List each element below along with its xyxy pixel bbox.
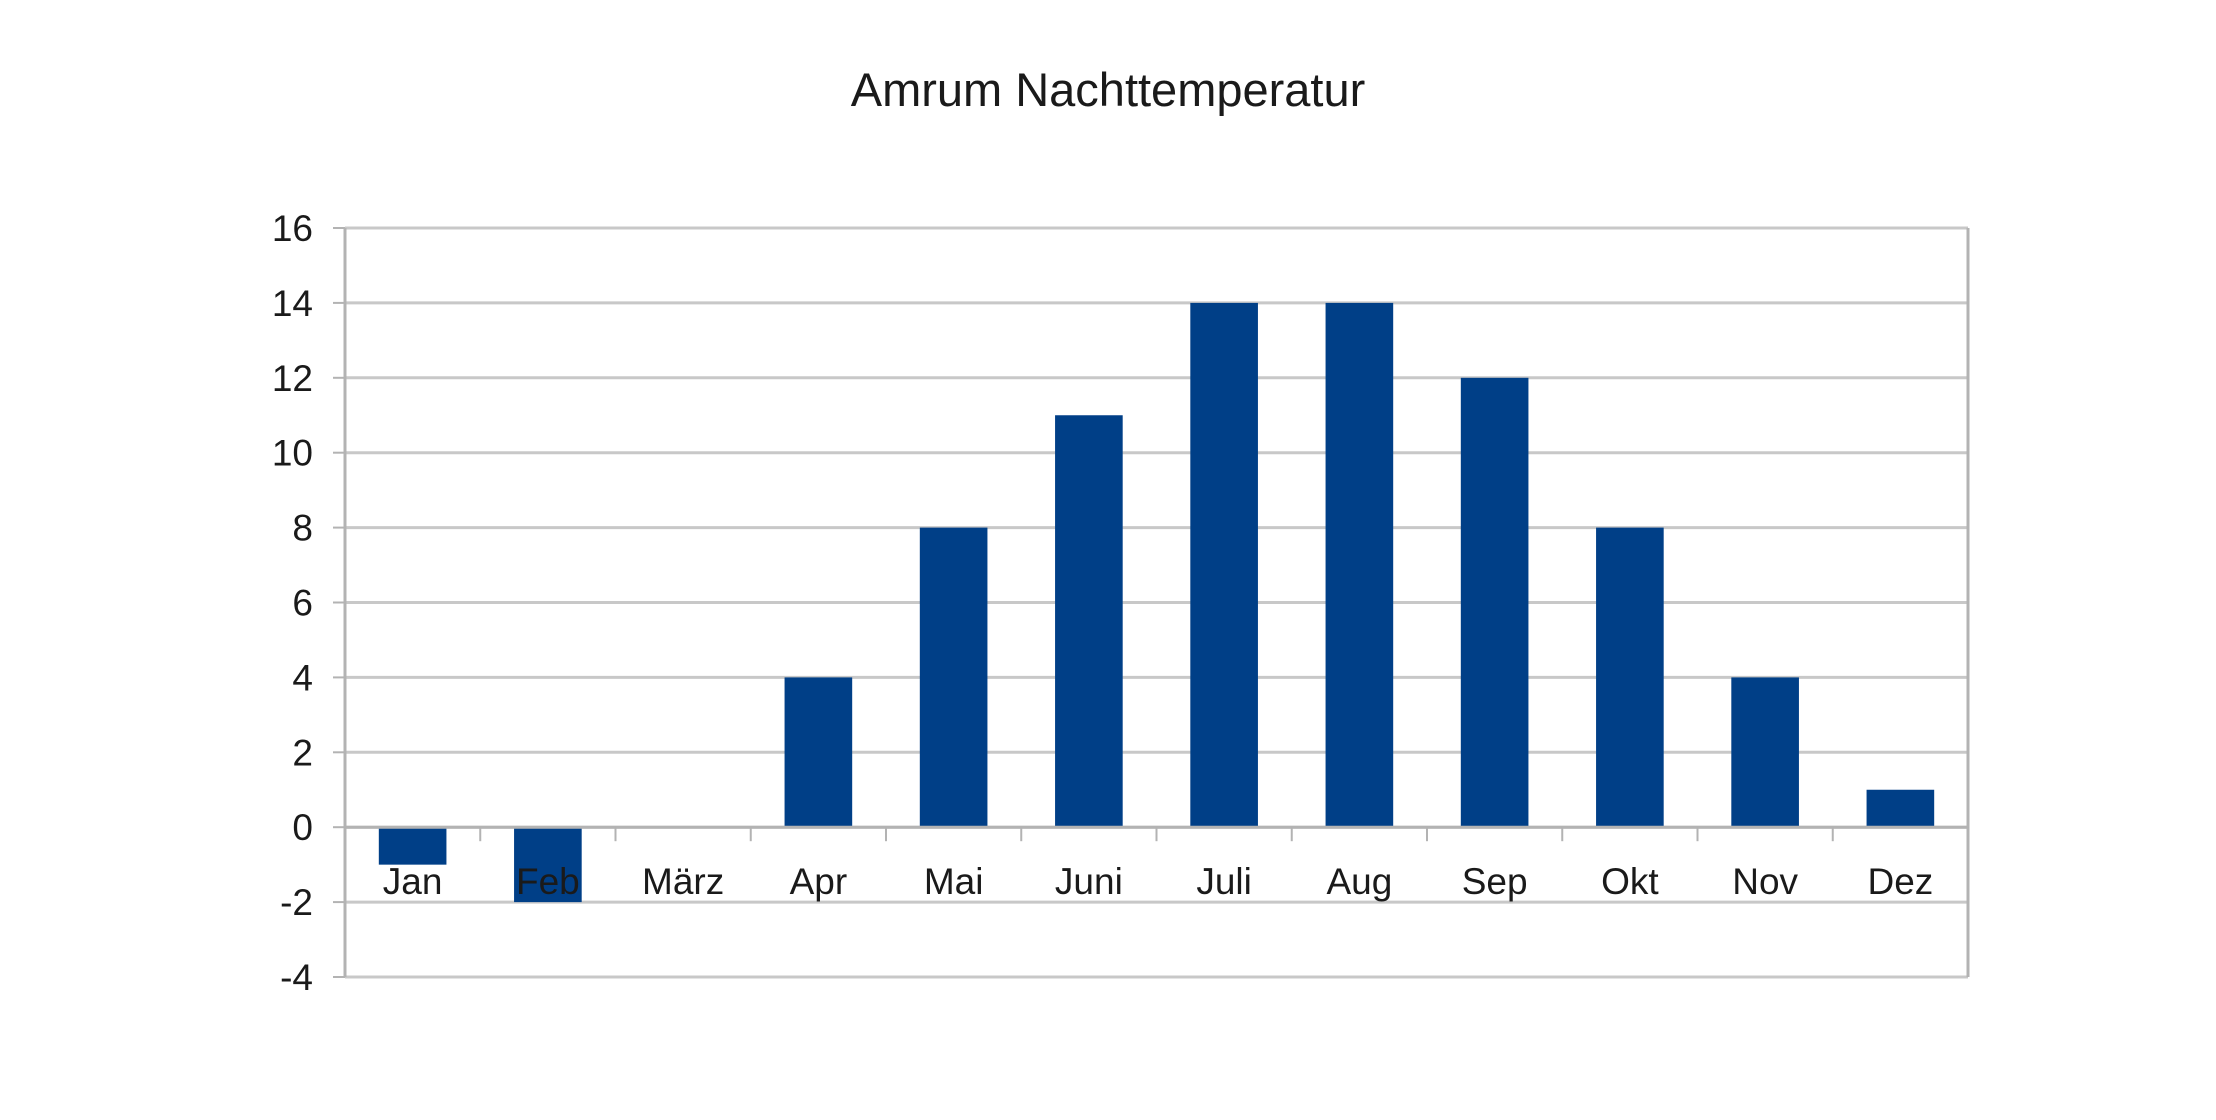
bar-nov — [1731, 677, 1799, 828]
y-tick-label: 6 — [292, 583, 313, 624]
axes — [333, 227, 1969, 978]
x-category-label: Jan — [383, 861, 443, 902]
bar-okt — [1596, 527, 1664, 828]
x-category-label: Sep — [1462, 861, 1528, 902]
bar-juni — [1055, 415, 1123, 828]
x-category-label: Dez — [1867, 861, 1933, 902]
x-category-label: Okt — [1601, 861, 1659, 902]
bar-sep — [1460, 377, 1529, 828]
chart-title: Amrum Nachttemperatur — [851, 63, 1366, 116]
bar-mai — [919, 527, 988, 828]
bar-jan — [378, 827, 447, 865]
y-tick-label: 16 — [272, 208, 313, 249]
bar-aug — [1325, 302, 1394, 828]
x-category-label: Feb — [516, 861, 580, 902]
y-tick-label: 12 — [272, 358, 313, 399]
y-tick-label: 14 — [272, 283, 313, 324]
x-category-label: Mai — [924, 861, 984, 902]
y-tick-label: 4 — [292, 657, 313, 698]
y-tick-label: 10 — [272, 433, 313, 474]
x-category-label: Apr — [790, 861, 848, 902]
bar-dez — [1866, 789, 1935, 828]
x-category-label: Aug — [1326, 861, 1392, 902]
y-tick-label: 0 — [292, 807, 313, 848]
bars — [378, 302, 1935, 903]
bar-juli — [1190, 302, 1258, 828]
x-category-label: Nov — [1732, 861, 1798, 902]
y-tick-label: 2 — [292, 732, 313, 773]
y-tick-label: -2 — [280, 882, 313, 923]
x-category-labels: Jan Feb März Apr Mai Juni Juli Aug Sep Okt Nov Dez — [383, 861, 1933, 902]
bar-apr — [784, 677, 853, 828]
y-tick-labels: -4 -2 0 2 4 6 8 10 12 14 16 — [272, 208, 313, 998]
bar-feb — [514, 827, 582, 903]
x-category-label: Juli — [1196, 861, 1252, 902]
x-category-label: März — [642, 861, 724, 902]
gridlines — [345, 226, 1968, 979]
y-tick-label: 8 — [292, 508, 313, 549]
x-category-label: Juni — [1055, 861, 1123, 902]
y-tick-label: -4 — [280, 957, 313, 998]
